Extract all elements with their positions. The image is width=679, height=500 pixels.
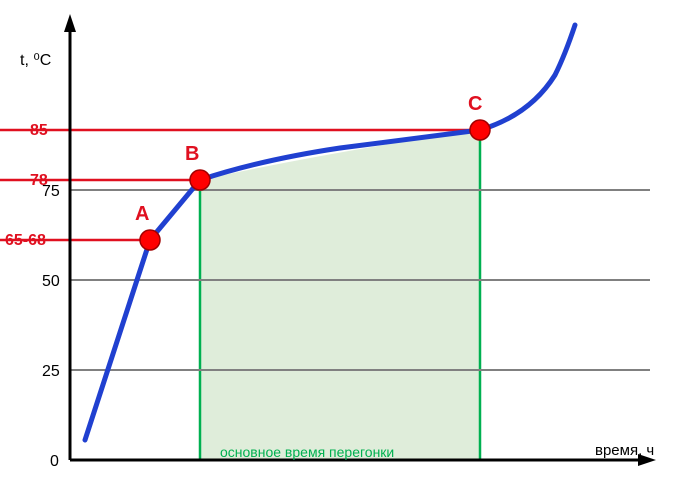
data-point xyxy=(470,120,490,140)
y-tick-label: 0 xyxy=(50,453,59,470)
reference-value-label: 65-68 xyxy=(5,232,46,249)
point-label: C xyxy=(468,93,482,115)
y-tick-label: 50 xyxy=(42,273,60,290)
reference-value-label: 85 xyxy=(30,122,48,139)
data-point xyxy=(190,170,210,190)
point-label: B xyxy=(185,143,199,165)
y-tick-label: 75 xyxy=(42,183,60,200)
x-axis-label: время, ч xyxy=(595,442,654,459)
y-tick-label: 25 xyxy=(42,363,60,380)
chart-svg: 65-687885 0255075 t, ⁰C время, ч основно… xyxy=(0,0,679,500)
y-tick-labels: 0 25 50 75 xyxy=(42,183,60,470)
shaded-region xyxy=(200,130,480,460)
data-point xyxy=(140,230,160,250)
main-distillation-time-label: основное время перегонки xyxy=(220,444,394,460)
y-axis-label: t, ⁰C xyxy=(20,52,51,69)
point-label: A xyxy=(135,203,149,225)
distillation-temperature-chart: 65-687885 0255075 t, ⁰C время, ч основно… xyxy=(0,0,679,500)
